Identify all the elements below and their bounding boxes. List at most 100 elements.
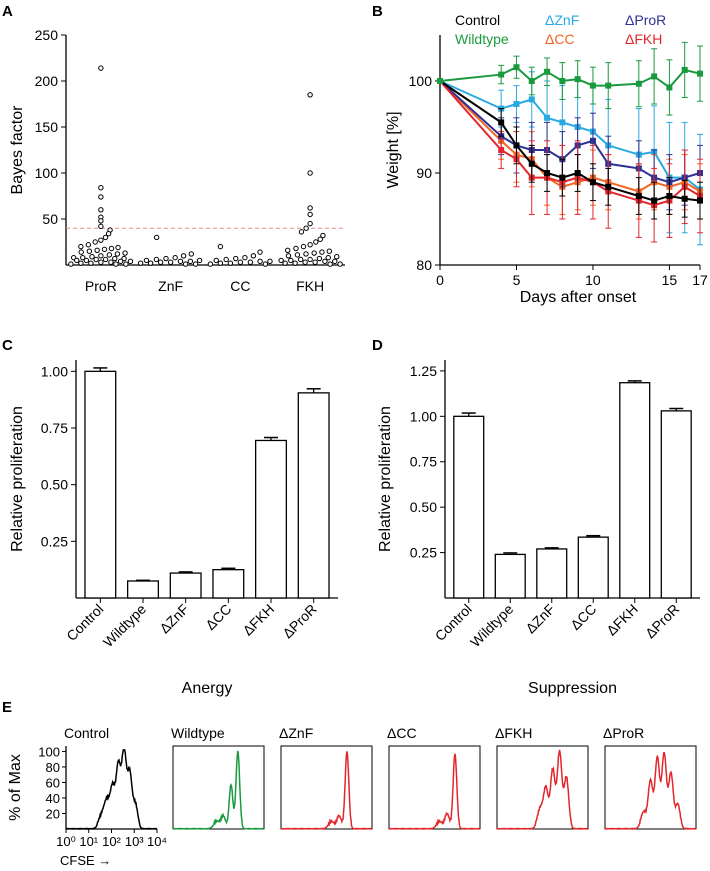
data-point-wildtype (498, 71, 505, 78)
y-tick-label: 0.25 (410, 545, 437, 561)
bar-dznf (536, 548, 568, 599)
data-point-fkh (303, 225, 309, 231)
data-point-fkh (303, 251, 309, 257)
panel-label-d: D (372, 337, 383, 354)
data-point-pror (123, 261, 129, 267)
data-point-znf (187, 258, 194, 265)
y-tick-label: 0.50 (41, 477, 68, 493)
histogram-frame-dcc (388, 745, 481, 830)
panel-label-b: B (372, 3, 383, 20)
data-point-control (528, 160, 535, 167)
bar-wildtype (126, 580, 160, 599)
data-point-pror (127, 258, 134, 265)
data-point-pror (98, 253, 104, 259)
histogram-frame-wildtype (172, 745, 265, 830)
legend-entry-dcc: ΔCC (545, 31, 575, 47)
data-point-znf (188, 251, 194, 257)
data-point-pror (85, 242, 92, 248)
y-tick-label: 40 (46, 791, 60, 806)
x-axis-label: CFSE → (60, 853, 111, 868)
y-tick-label: 80 (416, 257, 432, 273)
data-point-wildtype (681, 66, 688, 73)
data-point-fkh (307, 256, 313, 263)
data-point-pror (98, 194, 104, 200)
category-label-dznf: ΔZnF (522, 601, 558, 637)
histogram-curve-dznf (280, 751, 373, 831)
data-point-dznf (528, 96, 535, 103)
data-point-pror (78, 260, 84, 266)
data-point-fkh (327, 261, 333, 267)
data-point-fkh (316, 255, 323, 262)
y-axis-label: Relative proliferation (377, 406, 394, 552)
data-point-fkh (302, 259, 308, 265)
data-point-fkh (319, 249, 325, 255)
histogram-title-dfkh: ΔFKH (495, 725, 532, 741)
bar-dpror (660, 410, 692, 599)
data-point-znf (147, 260, 154, 266)
series-line-wildtype (439, 66, 701, 89)
data-point-wildtype (528, 78, 535, 84)
data-point-pror (93, 256, 99, 263)
data-point-fkh (300, 243, 307, 250)
data-point-znf (137, 260, 144, 266)
data-point-znf (192, 261, 199, 267)
data-point-znf (153, 234, 160, 241)
panel-a-bayes-scatter: 50 100 150 200 250 Bayes factor ProR ZnF CC FKH (9, 27, 345, 294)
y-tick-label: 20 (46, 806, 60, 821)
data-point-pror (114, 251, 121, 257)
category-label-cc: CC (230, 278, 250, 294)
histogram-curve-dcc (388, 753, 481, 831)
data-point-znf (153, 256, 160, 263)
y-tick-label: 1.25 (410, 363, 437, 379)
category-label-dcc: ΔCC (202, 601, 234, 633)
data-point-pror (86, 248, 93, 254)
data-point-pror (98, 237, 104, 243)
y-axis-label: % of Max (7, 754, 24, 821)
data-point-fkh (307, 220, 313, 227)
panel-b-weight-line-chart: 80 90 100 0 5 10 15 17 Days after onset Weight [%… (385, 12, 708, 306)
data-point-control (681, 195, 688, 202)
data-point-znf (172, 254, 178, 261)
data-point-pror (98, 259, 104, 265)
data-point-pror (117, 258, 124, 265)
data-point-cc (267, 258, 273, 265)
y-tick-label: 100 (38, 744, 60, 759)
data-point-pror (112, 255, 118, 262)
data-point-znf (143, 257, 150, 264)
data-point-cc (237, 259, 244, 265)
data-point-dfkh (498, 147, 505, 153)
data-point-cc (227, 260, 234, 266)
x-tick-label: 0 (436, 272, 444, 288)
data-point-control (666, 193, 673, 199)
data-point-znf (180, 253, 187, 259)
data-point-fkh (307, 170, 313, 176)
data-point-wildtype (666, 84, 673, 91)
data-point-fkh (307, 92, 313, 98)
data-point-cc (247, 259, 254, 265)
bar-dfkh (619, 382, 651, 599)
data-point-pror (108, 245, 115, 252)
y-tick-label: 100 (409, 73, 433, 89)
data-point-control (635, 193, 642, 199)
panel-label-c: C (2, 337, 13, 354)
data-point-wildtype (635, 80, 642, 87)
data-point-dznf (544, 114, 551, 121)
data-point-fkh (332, 258, 338, 265)
panel-d-suppression-bar-chart: 0.25 0.50 0.75 1.00 1.25 Relative proliferati… (377, 360, 700, 697)
legend-entry-dfkh: ΔFKH (625, 31, 662, 47)
data-point-fkh (293, 245, 299, 252)
data-point-control (559, 174, 566, 181)
data-point-fkh (307, 211, 313, 218)
data-point-pror (122, 250, 128, 256)
y-tick-label: 0.50 (410, 499, 437, 515)
data-point-fkh (298, 229, 305, 235)
histogram-curve-dfkh (496, 749, 589, 831)
data-point-cc (223, 256, 229, 263)
y-axis-label: Bayes factor (9, 105, 26, 195)
histogram-title-wildtype: Wildtype (171, 725, 225, 741)
category-label-dfkh: ΔFKH (603, 601, 641, 639)
data-point-pror (94, 247, 100, 253)
data-point-znf (182, 261, 189, 267)
data-point-wildtype (544, 68, 551, 75)
